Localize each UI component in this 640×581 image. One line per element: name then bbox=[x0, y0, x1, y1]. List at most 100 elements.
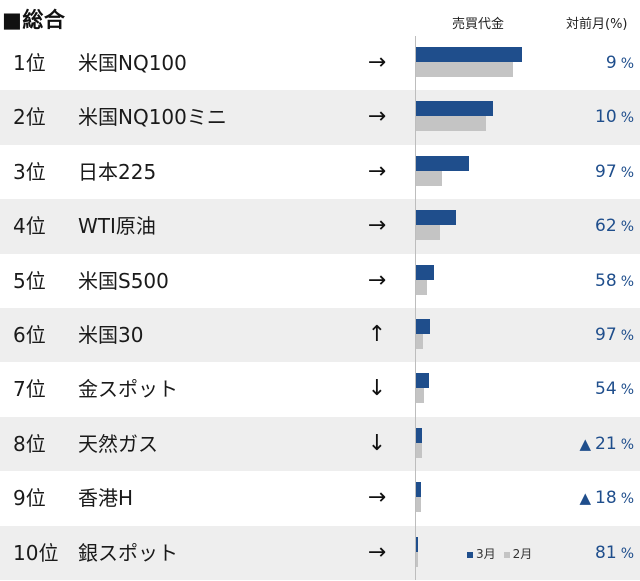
trend-arrow-icon: ↓ bbox=[367, 430, 387, 456]
ranking-row: 7位 金スポット ↓ 54% bbox=[0, 362, 640, 416]
volume-bars bbox=[415, 471, 535, 525]
month-change: 62% bbox=[595, 199, 634, 253]
percent-sign: % bbox=[620, 164, 634, 181]
change-value: 58 bbox=[595, 270, 617, 291]
volume-column-header: 売買代金 bbox=[452, 17, 505, 32]
previous-month-bar bbox=[416, 62, 514, 77]
trend-arrow-icon: → bbox=[367, 158, 387, 184]
percent-sign: % bbox=[620, 110, 634, 127]
previous-month-bar bbox=[416, 497, 421, 513]
change-value: 9 bbox=[605, 53, 617, 73]
instrument-name: 米国NQ100ミニ bbox=[78, 105, 227, 130]
trend-arrow-icon: → bbox=[367, 213, 387, 239]
trend-arrow-icon: → bbox=[367, 539, 387, 565]
ranking-header: ■総合 売買代金 対前月(%) bbox=[0, 0, 640, 36]
percent-sign: % bbox=[620, 545, 634, 562]
current-month-bar bbox=[416, 101, 493, 117]
volume-bars bbox=[415, 36, 535, 90]
change-value: 18 bbox=[595, 488, 617, 509]
change-value: 21 bbox=[595, 433, 617, 454]
change-value: 81 bbox=[595, 542, 617, 563]
ranking-row: 8位 天然ガス ↓ ▲ 21% bbox=[0, 416, 640, 472]
month-change: 97% bbox=[595, 308, 634, 362]
previous-month-bar bbox=[416, 170, 443, 186]
percent-sign: % bbox=[620, 273, 634, 290]
ranking-row: 4位 WTI原油 → 62% bbox=[0, 199, 640, 254]
rank-label: 7位 bbox=[13, 377, 46, 402]
percent-sign: % bbox=[620, 436, 634, 453]
previous-month-bar bbox=[416, 551, 418, 567]
change-value: 10 bbox=[595, 107, 617, 128]
previous-month-bar bbox=[416, 388, 425, 404]
volume-bars bbox=[415, 199, 535, 253]
ranking-row: 10位 銀スポット → 81% bbox=[0, 525, 640, 580]
trend-arrow-icon: ↓ bbox=[367, 376, 387, 402]
change-value: 62 bbox=[595, 216, 617, 237]
bar-axis bbox=[415, 36, 416, 580]
rank-label: 10位 bbox=[13, 540, 59, 565]
up-triangle-icon: ▲ bbox=[579, 434, 592, 453]
current-month-bar bbox=[416, 47, 522, 62]
page-title: ■総合 bbox=[2, 8, 66, 32]
ranking-row: 6位 米国30 ↑ 97% bbox=[0, 308, 640, 363]
percent-sign: % bbox=[620, 328, 634, 344]
current-month-bar bbox=[416, 373, 430, 389]
rank-label: 6位 bbox=[13, 323, 46, 347]
current-month-bar bbox=[416, 155, 469, 171]
ranking-row: 2位 米国NQ100ミニ → 10% bbox=[0, 90, 640, 145]
up-triangle-icon: ▲ bbox=[579, 489, 592, 508]
rank-label: 9位 bbox=[13, 486, 46, 511]
change-column-header: 対前月(%) bbox=[566, 17, 628, 32]
current-month-bar bbox=[416, 264, 434, 280]
change-value: 54 bbox=[595, 379, 617, 400]
percent-sign: % bbox=[620, 491, 634, 508]
instrument-name: 銀スポット bbox=[78, 540, 178, 565]
instrument-name: 米国NQ100 bbox=[78, 51, 187, 75]
current-month-swatch bbox=[467, 551, 473, 558]
change-value: 97 bbox=[595, 161, 617, 182]
month-change: 54% bbox=[595, 362, 634, 416]
ranking-row: 3位 日本225 → 97% bbox=[0, 145, 640, 199]
percent-sign: % bbox=[620, 56, 634, 72]
rank-label: 1位 bbox=[13, 51, 46, 75]
trend-arrow-icon: → bbox=[367, 50, 387, 75]
previous-month-bar bbox=[416, 116, 486, 132]
percent-sign: % bbox=[620, 219, 634, 236]
previous-month-bar bbox=[416, 279, 427, 295]
legend-previous: 2月 bbox=[512, 547, 533, 561]
current-month-bar bbox=[416, 427, 422, 443]
month-change: ▲ 18% bbox=[580, 471, 635, 525]
percent-sign: % bbox=[620, 382, 634, 399]
volume-bars bbox=[415, 526, 535, 580]
trend-arrow-icon: ↑ bbox=[367, 322, 387, 347]
legend-current: 3月 bbox=[476, 547, 496, 561]
month-change: 97% bbox=[595, 145, 634, 199]
month-change: 81% bbox=[595, 526, 634, 580]
instrument-name: 米国S500 bbox=[78, 268, 169, 293]
month-change: 9% bbox=[606, 36, 634, 90]
rank-label: 2位 bbox=[13, 105, 46, 130]
volume-bars bbox=[415, 417, 535, 471]
month-change: 10% bbox=[595, 90, 634, 144]
ranking-row: 1位 米国NQ100 → 9% bbox=[0, 36, 640, 90]
ranking-row: 5位 米国S500 → 58% bbox=[0, 254, 640, 308]
volume-bars bbox=[415, 145, 535, 199]
current-month-bar bbox=[416, 536, 418, 552]
previous-month-swatch bbox=[503, 551, 510, 558]
rank-label: 3位 bbox=[13, 159, 46, 184]
month-change: ▲ 21% bbox=[580, 417, 635, 471]
month-change: 58% bbox=[595, 254, 634, 308]
instrument-name: 米国30 bbox=[78, 323, 144, 347]
current-month-bar bbox=[416, 210, 456, 226]
volume-bars bbox=[415, 362, 535, 416]
instrument-name: 日本225 bbox=[78, 159, 157, 184]
trend-arrow-icon: → bbox=[367, 104, 387, 130]
previous-month-bar bbox=[416, 225, 440, 241]
current-month-bar bbox=[416, 482, 421, 498]
current-month-bar bbox=[416, 319, 431, 334]
trend-arrow-icon: → bbox=[367, 267, 387, 293]
change-value: 97 bbox=[595, 325, 617, 345]
previous-month-bar bbox=[416, 334, 424, 349]
instrument-name: WTI原油 bbox=[78, 214, 156, 239]
volume-bars bbox=[415, 308, 535, 362]
